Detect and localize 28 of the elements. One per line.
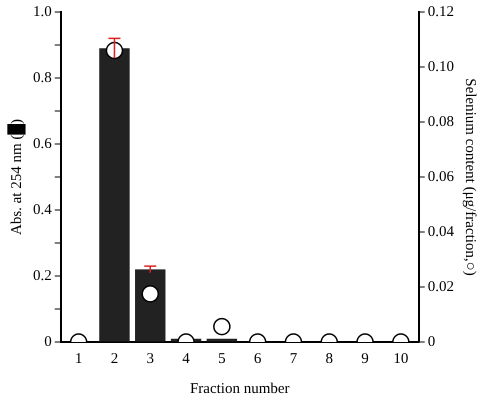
bar xyxy=(99,48,130,342)
bar xyxy=(206,338,238,342)
x-tick-label: 7 xyxy=(290,350,298,367)
y-tick-label: 0.8 xyxy=(33,70,52,86)
x-tick-label: 5 xyxy=(218,350,226,367)
y2-tick-label: 0.12 xyxy=(428,4,454,20)
y2-axis-title: Selenium content (μg/fraction,○) xyxy=(462,78,478,276)
y2-tick-label: 0.02 xyxy=(428,278,454,295)
x-axis-title: Fraction number xyxy=(190,380,290,397)
y-tick-label: 0.2 xyxy=(33,268,52,284)
x-tick-label: 2 xyxy=(110,350,118,367)
y-tick-label: 0 xyxy=(44,334,52,350)
y-tick-label: 0.4 xyxy=(33,202,52,218)
x-tick-label: 6 xyxy=(254,350,262,367)
x-tick-label: 9 xyxy=(361,350,369,367)
x-tick-label: 4 xyxy=(182,350,190,367)
x-tick-label: 8 xyxy=(326,350,333,367)
x-tick-label: 3 xyxy=(146,350,154,367)
y2-tick-label: 0.08 xyxy=(428,114,454,130)
y-axis-title: Abs. at 254 nm (█) xyxy=(6,118,26,236)
y2-tick-label: 0.06 xyxy=(428,168,454,185)
x-tick-label: 10 xyxy=(393,350,408,367)
y2-tick-label: 0.10 xyxy=(428,58,454,75)
y2-tick-label: 0 xyxy=(428,334,436,350)
y-tick-label: 0.6 xyxy=(33,136,52,152)
x-tick-label: 1 xyxy=(74,350,82,367)
y2-tick-label: 0.04 xyxy=(428,224,454,240)
y-tick-label: 1.0 xyxy=(33,4,52,20)
